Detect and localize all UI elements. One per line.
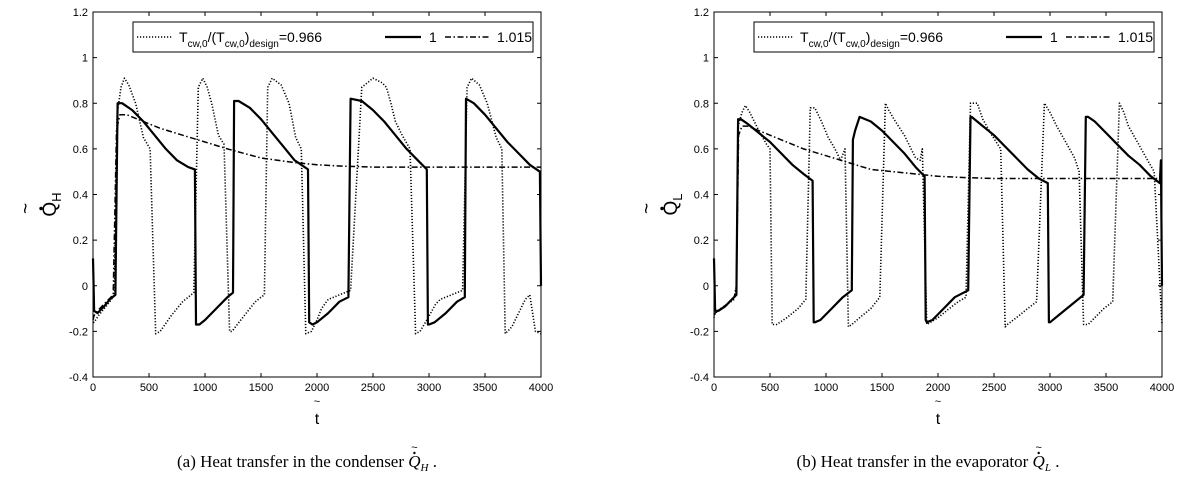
caption-text: (a) Heat transfer in the condenser <box>177 452 408 471</box>
y-tick-label: 0.8 <box>73 98 88 110</box>
legend-text-prefix_T: T <box>800 29 809 45</box>
legend-text-sub_3: design <box>870 39 899 50</box>
y-label-main: Q <box>661 201 682 216</box>
legend-text-sub_1: cw,0 <box>188 39 208 50</box>
x-tick-label: 1000 <box>814 382 838 394</box>
x-label-tilde: ~ <box>935 396 941 408</box>
y-tick-label: -0.4 <box>690 372 709 384</box>
x-tick-label: 1500 <box>249 382 273 394</box>
legend-text-sub_1: cw,0 <box>809 39 829 50</box>
series-line-solid <box>712 115 1164 324</box>
legend-text-mid: /(T <box>829 29 847 45</box>
y-tick-label: 0.6 <box>73 144 88 156</box>
x-tick-label: 3000 <box>417 382 441 394</box>
caption-accent-dot <box>1037 451 1040 455</box>
x-tick-label: 3500 <box>473 382 497 394</box>
legend: Tcw,0/(Tcw,0)design=0.966 1 1.015 <box>753 21 1155 53</box>
x-tick-label: 3000 <box>1038 382 1062 394</box>
x-tick-label: 500 <box>140 382 158 394</box>
legend-text-sub_3: design <box>249 39 278 50</box>
chart-panel-condenser: 0 500 1000 1500 2000 2500 3000 3500 4000 -0.4 -0.2… <box>16 7 553 474</box>
y-label-subscript: H <box>49 192 64 201</box>
y-axis-label: QL <box>661 193 685 215</box>
y-tick-label: 0.2 <box>73 235 88 247</box>
legend-label-dashdot: 1.015 <box>497 29 532 45</box>
series-line-solid <box>91 97 543 326</box>
y-label-tilde: ~ <box>637 203 658 214</box>
y-label-dot <box>660 206 664 211</box>
caption-symbol: Q <box>408 452 420 471</box>
y-label-main: Q <box>40 202 61 217</box>
y-tick-label: -0.2 <box>690 326 709 338</box>
caption-suffix: . <box>429 452 438 471</box>
legend-label-dashdot: 1.015 <box>1118 29 1153 45</box>
legend-text-first_value: =0.966 <box>279 29 322 45</box>
y-tick-label: 1 <box>703 53 709 65</box>
series-line-dotted <box>93 77 542 335</box>
figure-caption: (a) Heat transfer in the condenser QH . <box>177 452 437 474</box>
figure-caption: (b) Heat transfer in the evaporator QL . <box>797 452 1060 474</box>
y-tick-label: 0.8 <box>694 98 709 110</box>
y-tick-label: -0.4 <box>69 372 88 384</box>
x-tick-label: 2500 <box>982 382 1006 394</box>
legend-text-first_value: =0.966 <box>900 29 943 45</box>
caption-subscript: L <box>1044 462 1051 474</box>
caption-accent-dot <box>413 451 416 455</box>
legend-label-first: Tcw,0/(Tcw,0)design=0.966 <box>800 29 943 50</box>
y-label-subscript: L <box>670 193 685 200</box>
y-tick-label: 1.2 <box>73 7 88 19</box>
y-tick-label: 1.2 <box>694 7 709 19</box>
legend-text-close: ) <box>245 29 250 45</box>
x-axis-label: t <box>315 411 320 428</box>
y-tick-label: 1 <box>82 53 88 65</box>
legend-text-prefix_T: T <box>179 29 188 45</box>
y-tick-label: 0.6 <box>694 144 709 156</box>
y-label-dot <box>39 206 43 211</box>
chart-panel-evaporator: 0 500 1000 1500 2000 2500 3000 3500 4000 -0.4 -0.2… <box>637 7 1174 474</box>
caption-accent-tilde: ~ <box>411 442 417 454</box>
x-label-tilde: ~ <box>314 396 320 408</box>
y-tick-label: 0.4 <box>694 190 709 202</box>
x-tick-label: 0 <box>711 382 717 394</box>
y-label-tilde: ~ <box>16 203 37 214</box>
legend-label-solid: 1 <box>429 29 437 45</box>
legend: Tcw,0/(Tcw,0)design=0.966 1 1.015 <box>132 21 534 53</box>
plot-frame <box>713 11 1163 378</box>
legend-text-sub_2: cw,0 <box>225 39 245 50</box>
legend-label-first: Tcw,0/(Tcw,0)design=0.966 <box>179 29 322 50</box>
x-tick-label: 2000 <box>305 382 329 394</box>
legend-text-sub_2: cw,0 <box>846 39 866 50</box>
y-tick-label: -0.2 <box>69 326 88 338</box>
x-tick-label: 0 <box>90 382 96 394</box>
x-tick-label: 2000 <box>926 382 950 394</box>
legend-text-mid: /(T <box>208 29 226 45</box>
y-tick-label: 0 <box>82 281 88 293</box>
series-line-dashdot <box>92 113 541 321</box>
y-axis-label: QH <box>40 192 64 216</box>
caption-symbol: Q <box>1033 452 1045 471</box>
series-line-dotted <box>713 102 1163 328</box>
caption-accent-tilde: ~ <box>1035 442 1041 454</box>
caption-suffix: . <box>1051 452 1060 471</box>
legend-text-close: ) <box>866 29 871 45</box>
x-tick-label: 1000 <box>193 382 217 394</box>
caption-subscript: H <box>420 462 430 474</box>
y-tick-label: 0.4 <box>73 190 88 202</box>
y-tick-label: 0 <box>703 281 709 293</box>
series-line-dashdot <box>713 125 1162 316</box>
x-tick-label: 500 <box>761 382 779 394</box>
x-tick-label: 2500 <box>361 382 385 394</box>
x-tick-label: 3500 <box>1094 382 1118 394</box>
x-tick-label: 4000 <box>1150 382 1174 394</box>
legend-label-solid: 1 <box>1050 29 1058 45</box>
x-tick-label: 4000 <box>529 382 553 394</box>
x-tick-label: 1500 <box>870 382 894 394</box>
x-axis-label: t <box>936 411 941 428</box>
caption-text: (b) Heat transfer in the evaporator <box>797 452 1033 471</box>
y-tick-label: 0.2 <box>694 235 709 247</box>
